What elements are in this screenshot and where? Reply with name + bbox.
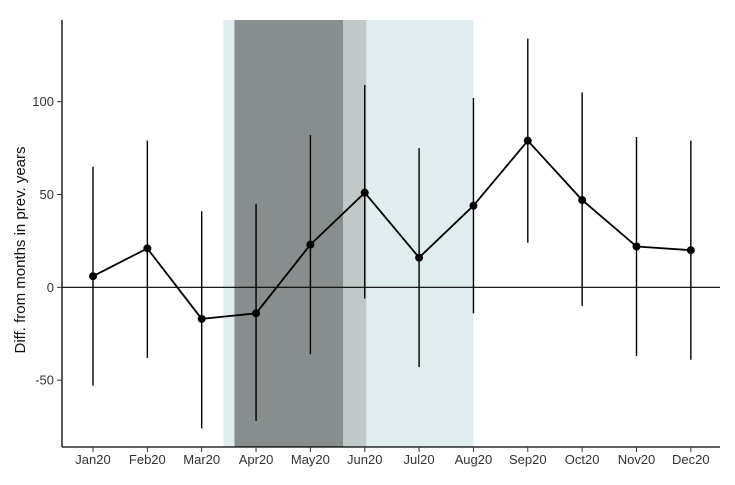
data-point bbox=[252, 309, 261, 318]
shaded-period-3 bbox=[223, 20, 235, 447]
data-point bbox=[578, 196, 587, 205]
x-tick-label: Oct20 bbox=[565, 452, 600, 467]
data-point bbox=[523, 136, 532, 145]
x-tick-label: Mar20 bbox=[183, 452, 220, 467]
data-point bbox=[197, 314, 206, 323]
tick-labels: -50 0 50 100 Jan20 Feb20 Mar20 Apr20 May20 Jun20 J… bbox=[32, 94, 709, 467]
x-tick-label: Jan20 bbox=[75, 452, 110, 467]
series-line-group bbox=[92, 139, 691, 320]
y-tick-label: -50 bbox=[35, 373, 54, 388]
data-point bbox=[143, 244, 152, 253]
x-tick-label: Nov20 bbox=[618, 452, 656, 467]
y-tick-label: 0 bbox=[47, 280, 54, 295]
x-tick-label: Feb20 bbox=[129, 452, 166, 467]
series-line bbox=[92, 139, 691, 320]
shaded-period-1 bbox=[234, 20, 344, 447]
x-tick-label: Jul20 bbox=[404, 452, 435, 467]
x-tick-label: Jun20 bbox=[347, 452, 382, 467]
data-point bbox=[686, 246, 695, 255]
x-tick-label: Aug20 bbox=[455, 452, 493, 467]
shaded-period-2 bbox=[343, 20, 367, 447]
data-point bbox=[306, 240, 315, 249]
shaded-periods bbox=[223, 20, 474, 447]
x-tick-label: Dec20 bbox=[672, 452, 710, 467]
axes bbox=[57, 20, 720, 452]
data-point bbox=[632, 242, 641, 251]
shaded-period-4 bbox=[366, 20, 474, 447]
data-point bbox=[89, 272, 97, 281]
data-point bbox=[469, 201, 478, 210]
y-axis-title: Diff. from months in prev. years bbox=[12, 146, 29, 353]
y-tick-label: 100 bbox=[32, 94, 54, 109]
data-point bbox=[360, 188, 369, 197]
y-tick-label: 50 bbox=[40, 187, 54, 202]
data-points bbox=[89, 136, 695, 323]
x-tick-label: Sep20 bbox=[509, 452, 547, 467]
x-tick-label: Apr20 bbox=[239, 452, 274, 467]
data-point bbox=[415, 253, 424, 262]
x-tick-label: May20 bbox=[291, 452, 330, 467]
